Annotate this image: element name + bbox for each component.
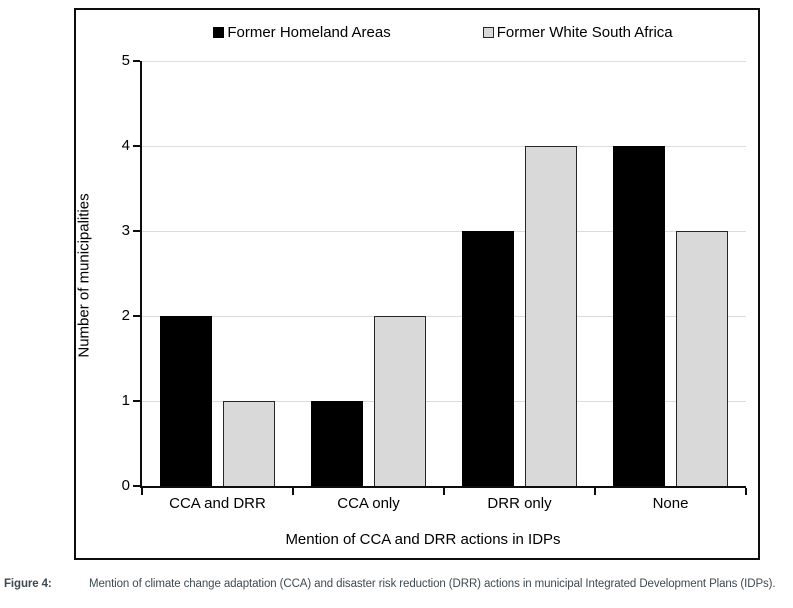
y-axis-title: Number of municipalities — [75, 193, 93, 358]
gridline — [142, 61, 746, 62]
gridline — [142, 401, 746, 402]
y-axis-tick — [133, 60, 140, 62]
x-axis-tick — [443, 488, 445, 495]
figure-box: Former Homeland Areas Former White South… — [74, 8, 760, 560]
x-axis-tick — [745, 488, 747, 495]
bar-group-none — [595, 61, 746, 486]
x-axis-labels: CCA and DRR CCA only DRR only None — [142, 495, 746, 512]
x-axis-title: Mention of CCA and DRR actions in IDPs — [285, 531, 561, 548]
bar-group-drr-only — [444, 61, 595, 486]
x-axis-tick — [141, 488, 143, 495]
bar-series-0-none — [613, 146, 665, 486]
y-axis-tick-label: 2 — [121, 307, 130, 324]
bars — [142, 61, 746, 486]
y-axis-tick — [133, 485, 140, 487]
plot-area: 0 1 2 3 4 5 CCA and DRR CCA only DRR only None — [122, 52, 747, 512]
legend-label: Former Homeland Areas — [227, 24, 391, 41]
y-axis-tick — [133, 145, 140, 147]
legend-marker-gray-square-icon — [482, 27, 494, 38]
figure-caption-text: Mention of climate change adaptation (CC… — [89, 578, 776, 590]
legend-label: Former White South Africa — [496, 24, 673, 41]
x-axis-category-label: CCA only — [337, 495, 400, 512]
legend-entry-former-white-south-africa: Former White South Africa — [482, 24, 673, 41]
bar-series-1-cca-only — [374, 316, 426, 486]
y-axis-tick-label: 4 — [121, 137, 130, 154]
x-axis-tick — [594, 488, 596, 495]
bar-series-0-drr-only — [462, 231, 514, 486]
legend-entry-former-homeland-areas: Former Homeland Areas — [213, 24, 391, 41]
bar-series-0-cca-only — [311, 401, 363, 486]
x-axis-category-label: None — [652, 495, 689, 512]
legend-marker-black-square-icon — [213, 27, 225, 38]
gridline — [142, 316, 746, 317]
bar-series-1-drr-only — [525, 146, 577, 486]
legend: Former Homeland Areas Former White South… — [140, 24, 746, 41]
bar-group-cca-and-drr — [142, 61, 293, 486]
bar-series-1-cca-and-drr — [223, 401, 275, 486]
y-axis-tick — [133, 400, 140, 402]
y-axis-tick-label: 3 — [121, 222, 130, 239]
y-axis-tick-label: 5 — [121, 52, 130, 69]
figure-caption-label: Figure 4: — [4, 578, 52, 590]
y-axis-tick — [133, 315, 140, 317]
gridline — [142, 146, 746, 147]
y-axis-tick-label: 1 — [121, 392, 130, 409]
gridline — [142, 231, 746, 232]
y-axis-tick — [133, 230, 140, 232]
y-axis-tick-label: 0 — [121, 477, 130, 494]
x-axis-category-label: CCA and DRR — [169, 495, 266, 512]
x-axis-category-label: DRR only — [487, 495, 552, 512]
x-axis-tick — [292, 488, 294, 495]
bar-series-0-cca-and-drr — [160, 316, 212, 486]
bar-group-cca-only — [293, 61, 444, 486]
bar-series-1-none — [676, 231, 728, 486]
figure-caption: Figure 4: Mention of climate change adapt… — [4, 578, 790, 590]
